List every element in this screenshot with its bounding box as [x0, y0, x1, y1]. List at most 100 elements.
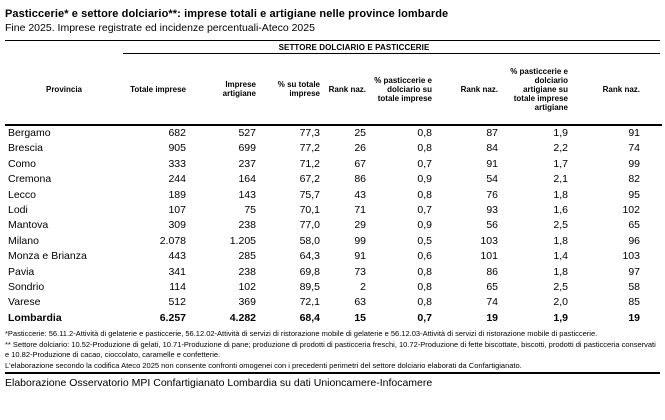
value-cell: 71	[354, 204, 366, 217]
value-cell: 102	[622, 204, 640, 217]
value-cell: 85	[628, 296, 640, 309]
value-cell: 70,1	[299, 204, 320, 217]
value-cell: 101	[480, 250, 498, 263]
value-cell: 244	[168, 173, 186, 186]
value-cell: 56	[486, 219, 498, 232]
value-cell: 67,2	[299, 173, 320, 186]
value-cell: 905	[168, 142, 186, 155]
column-header-rank-naz-2: Rank naz.	[434, 54, 500, 126]
value-cell: 0,6	[417, 250, 432, 263]
table-header: Provincia Totale imprese Imprese artigia…	[5, 54, 662, 126]
table-group-header: SETTORE DOLCIARIO E PASTICCERIE	[123, 41, 660, 54]
value-cell: 0,8	[417, 188, 432, 201]
value-cell: 1,9	[553, 311, 568, 324]
value-cell: 82	[628, 173, 640, 186]
value-cell: 75,7	[299, 188, 320, 201]
value-cell: 369	[238, 296, 256, 309]
value-cell: 58,0	[299, 234, 320, 247]
value-cell: 164	[238, 173, 256, 186]
column-header-pct-dolciario-totale: % pasticcerie e dolciario su totale impr…	[368, 54, 434, 126]
value-cell: 1,9	[553, 127, 568, 139]
value-cell: 238	[238, 219, 256, 232]
value-cell: 77,2	[299, 142, 320, 155]
value-cell: 0,8	[417, 281, 432, 294]
value-cell: 0,5	[417, 234, 432, 247]
page-subtitle: Fine 2025. Imprese registrate ed inciden…	[5, 22, 315, 34]
value-cell: 69,8	[299, 265, 320, 278]
table-row: Brescia 905 699 77,2 26 0,8 84 2,2 74	[5, 141, 662, 156]
value-cell: 67	[354, 157, 366, 170]
value-cell: 2,1	[553, 173, 568, 186]
value-cell: 107	[168, 204, 186, 217]
value-cell: 19	[628, 311, 640, 324]
value-cell: 77,3	[299, 127, 320, 139]
value-cell: 0,7	[417, 204, 432, 217]
value-cell: 89,5	[299, 281, 320, 294]
province-cell: Milano	[8, 234, 39, 247]
value-cell: 2	[360, 281, 366, 294]
value-cell: 512	[168, 296, 186, 309]
value-cell: 2,5	[553, 219, 568, 232]
value-cell: 95	[628, 188, 640, 201]
total-row: Lombardia 6.257 4.282 68,4 15 0,7 19 1,9 19	[5, 311, 662, 326]
province-cell: Como	[8, 157, 37, 170]
column-header-imprese-artigiane: Imprese artigiane	[188, 54, 258, 126]
value-cell: 75	[244, 204, 256, 217]
value-cell: 99	[354, 234, 366, 247]
value-cell: 1,7	[553, 157, 568, 170]
value-cell: 143	[238, 188, 256, 201]
column-header-rank-naz-3: Rank naz.	[570, 54, 662, 126]
value-cell: 699	[238, 142, 256, 155]
value-cell: 0,8	[417, 142, 432, 155]
value-cell: 43	[354, 188, 366, 201]
value-cell: 237	[238, 157, 256, 170]
value-cell: 26	[354, 142, 366, 155]
province-cell: Varese	[8, 296, 41, 309]
value-cell: 238	[238, 265, 256, 278]
table-row: Cremona 244 164 67,2 86 0,9 54 2,1 82	[5, 172, 662, 187]
value-cell: 682	[168, 127, 186, 139]
value-cell: 29	[354, 219, 366, 232]
value-cell: 0,8	[417, 127, 432, 139]
value-cell: 97	[628, 265, 640, 278]
value-cell: 0,7	[417, 311, 432, 324]
value-cell: 72,1	[299, 296, 320, 309]
column-header-totale-imprese: Totale imprese	[123, 54, 188, 126]
value-cell: 527	[238, 127, 256, 139]
province-cell: Lombardia	[8, 311, 62, 324]
value-cell: 285	[238, 250, 256, 263]
value-cell: 96	[628, 234, 640, 247]
value-cell: 1.205	[229, 234, 256, 247]
value-cell: 64,3	[299, 250, 320, 263]
page-title: Pasticcerie* e settore dolciario**: impr…	[5, 8, 449, 20]
table-row: Sondrio 114 102 89,5 2 0,8 65 2,5 58	[5, 280, 662, 295]
document-header: Pasticcerie* e settore dolciario**: impr…	[5, 7, 660, 41]
group-header-label: SETTORE DOLCIARIO E PASTICCERIE	[278, 43, 430, 52]
table-row: Pavia 341 238 69,8 73 0,8 86 1,8 97	[5, 265, 662, 280]
table-row: Bergamo 682 527 77,3 25 0,8 87 1,9 91	[5, 125, 662, 141]
column-header-pct-dolciario-artigiane: % pasticcerie e dolciario artigiane su t…	[500, 54, 570, 126]
footnote-pasticcerie: *Pasticcerie: 56.11.2-Attività di gelate…	[5, 329, 598, 339]
province-cell: Mantova	[8, 219, 49, 232]
value-cell: 1,8	[553, 188, 568, 201]
table-row: Varese 512 369 72,1 63 0,8 74 2,0 85	[5, 295, 662, 310]
value-cell: 74	[486, 296, 498, 309]
table-row: Mantova 309 238 77,0 29 0,9 56 2,5 65	[5, 218, 662, 233]
table-row: Como 333 237 71,2 67 0,7 91 1,7 99	[5, 157, 662, 172]
value-cell: 65	[628, 219, 640, 232]
value-cell: 25	[354, 127, 366, 139]
footnote-settore-dolciario: ** Settore dolciario: 10.52-Produzione d…	[5, 339, 656, 360]
table-row: Lecco 189 143 75,7 43 0,8 76 1,8 95	[5, 188, 662, 203]
value-cell: 0,9	[417, 219, 432, 232]
table-row: Milano 2.078 1.205 58,0 99 0,5 103 1,8 96	[5, 234, 662, 249]
value-cell: 103	[622, 250, 640, 263]
provinces-table: Provincia Totale imprese Imprese artigia…	[5, 54, 662, 326]
column-header-provincia: Provincia	[5, 54, 123, 126]
value-cell: 68,4	[299, 311, 320, 324]
province-cell: Brescia	[8, 142, 44, 155]
value-cell: 87	[486, 127, 498, 139]
value-cell: 73	[354, 265, 366, 278]
province-cell: Sondrio	[8, 281, 45, 294]
province-cell: Cremona	[8, 173, 52, 186]
